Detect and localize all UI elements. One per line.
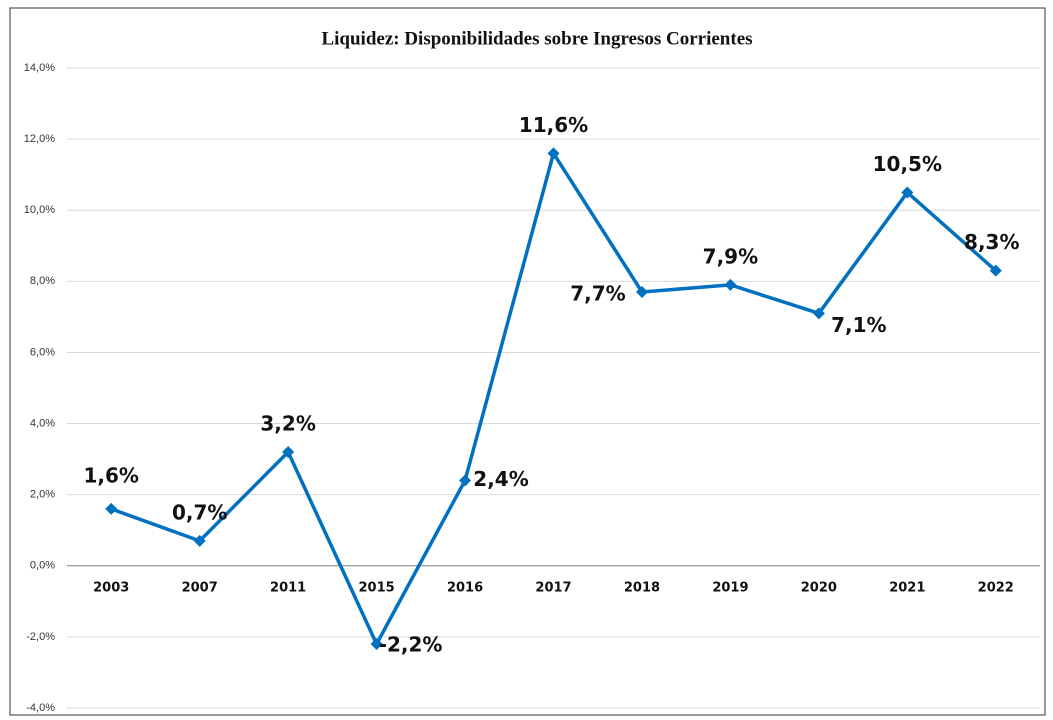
x-tick-label: 2019 — [712, 580, 748, 595]
marker — [193, 534, 206, 547]
x-tick-label: 2003 — [93, 580, 129, 595]
data-label: 7,9% — [703, 244, 758, 268]
data-label: 10,5% — [873, 152, 942, 176]
y-tick-label: 12,0% — [24, 133, 55, 145]
data-label: -2,2% — [379, 633, 443, 657]
marker — [989, 264, 1002, 277]
y-tick-label: 6,0% — [30, 346, 55, 358]
y-tick-label: 14,0% — [24, 62, 55, 74]
data-label: 2,4% — [473, 467, 528, 491]
y-tick-label: 8,0% — [30, 275, 55, 287]
data-label: 0,7% — [172, 500, 227, 524]
marker — [724, 278, 737, 291]
data-label: 3,2% — [260, 412, 315, 436]
chart-title: Liquidez: Disponibilidades sobre Ingreso… — [321, 28, 752, 49]
data-label: 7,7% — [570, 282, 625, 306]
x-tick-label: 2011 — [270, 580, 306, 595]
x-tick-label: 2018 — [624, 580, 660, 595]
marker — [282, 446, 295, 458]
x-tick-label: 2020 — [801, 580, 837, 595]
y-tick-label: 2,0% — [30, 489, 55, 501]
data-label: 7,1% — [831, 313, 886, 337]
chart-frame — [9, 7, 1046, 716]
marker — [459, 474, 472, 487]
marker — [547, 147, 560, 160]
y-tick-label: -2,0% — [26, 631, 55, 643]
x-tick-label: 2022 — [978, 580, 1014, 595]
x-tick-label: 2016 — [447, 580, 483, 595]
marker — [901, 186, 914, 199]
y-tick-label: 10,0% — [24, 204, 55, 216]
x-tick-label: 2021 — [889, 580, 925, 595]
x-tick-label: 2017 — [535, 580, 571, 595]
marker — [812, 307, 825, 320]
marker — [635, 286, 648, 298]
marker — [370, 638, 383, 650]
y-tick-label: 4,0% — [30, 417, 55, 429]
x-tick-label: 2015 — [358, 580, 394, 595]
data-label: 1,6% — [83, 463, 138, 487]
x-tick-label: 2007 — [182, 580, 218, 595]
data-label: 11,6% — [519, 113, 588, 137]
marker — [105, 502, 118, 515]
y-tick-label: -4,0% — [26, 702, 55, 714]
data-label: 8,3% — [964, 230, 1019, 254]
y-tick-label: 0,0% — [30, 560, 55, 572]
